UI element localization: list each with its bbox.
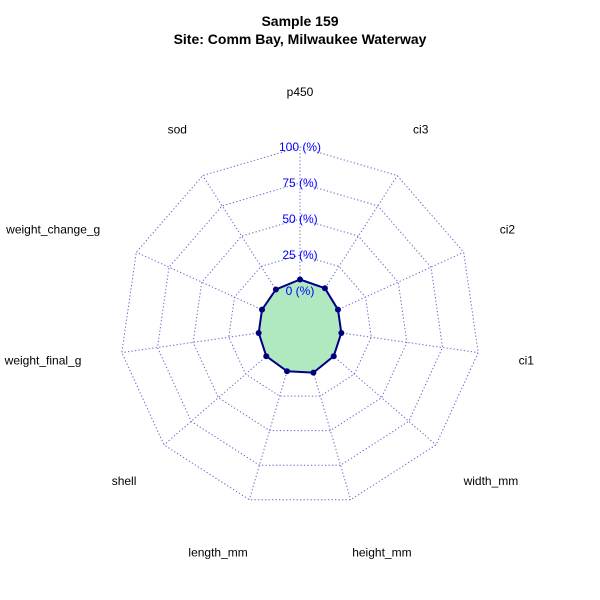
grid-spoke: [121, 331, 265, 354]
tick-label: 25 (%): [282, 248, 317, 262]
grid-spoke: [163, 350, 274, 446]
data-point: [263, 353, 270, 360]
data-layer: [255, 276, 345, 376]
axis-label: sod: [168, 122, 187, 136]
tick-label: 75 (%): [282, 176, 317, 190]
grid-spoke: [248, 361, 291, 500]
data-point: [297, 276, 303, 283]
data-point: [321, 285, 328, 292]
grid-spoke: [326, 350, 437, 446]
data-point: [334, 306, 341, 313]
grid-spoke: [309, 361, 352, 500]
grid-spoke: [136, 251, 268, 313]
grid-spoke: [332, 251, 464, 313]
grid-ring: [228, 254, 372, 397]
data-point: [272, 286, 279, 293]
axis-label: weight_final_g: [4, 353, 82, 367]
grid-spoke: [202, 175, 281, 297]
tick-label: 100 (%): [279, 140, 321, 154]
axis-label: ci2: [500, 222, 516, 236]
axis-label: width_mm: [463, 474, 519, 488]
axis-label: shell: [112, 474, 137, 488]
axis-labels: p450 ci3 ci2 ci1 width_mm height_mm length_mm s…: [4, 85, 535, 559]
grid-spoke: [335, 331, 479, 354]
axis-label: p450: [287, 85, 314, 99]
tick-labels: 0 (%) 25 (%) 50 (%) 75 (%) 100 (%): [279, 140, 321, 298]
axis-label: weight_change_g: [5, 222, 100, 236]
data-line: [257, 278, 343, 374]
axis-label: ci1: [519, 353, 535, 367]
grid-ring: [121, 146, 479, 501]
axis-label: ci3: [413, 122, 429, 136]
data-point: [330, 353, 337, 360]
tick-label: 0 (%): [286, 284, 315, 298]
axis-label: length_mm: [188, 545, 247, 559]
data-area: [258, 279, 342, 373]
data-point: [255, 329, 262, 336]
tick-label: 50 (%): [282, 212, 317, 226]
data-point: [284, 368, 291, 375]
chart-title-line2: Site: Comm Bay, Milwaukee Waterway: [174, 31, 427, 47]
chart-title-line1: Sample 159: [261, 13, 338, 29]
axis-label: height_mm: [352, 545, 411, 559]
data-point: [338, 329, 345, 336]
data-point: [259, 306, 266, 313]
grid-spoke: [319, 175, 398, 297]
data-point: [310, 369, 317, 376]
grid: [121, 146, 479, 501]
